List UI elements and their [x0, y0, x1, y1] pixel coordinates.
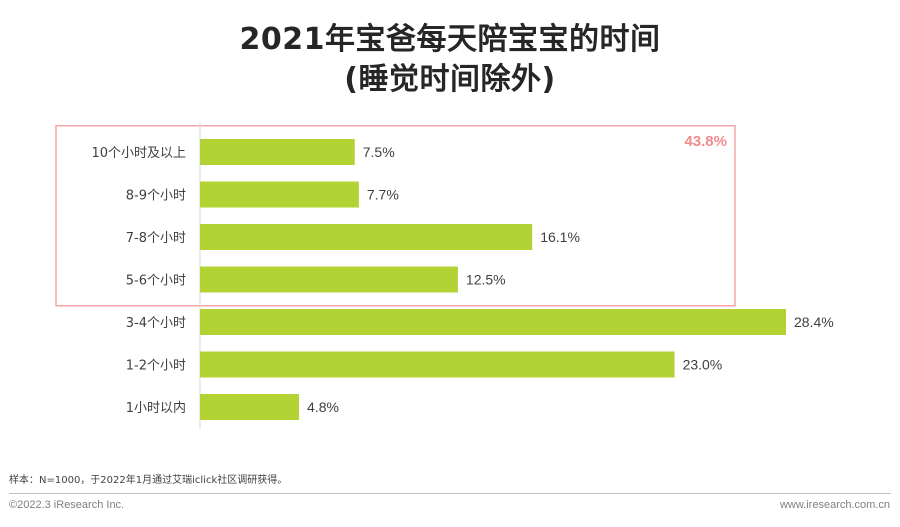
bar-4: [200, 309, 786, 335]
chart-subtitle: (睡觉时间除外): [344, 62, 556, 97]
bar-0: [200, 139, 355, 165]
bar-6: [200, 394, 300, 420]
data-label: 7.7%: [367, 187, 399, 203]
bar-5: [200, 351, 675, 378]
bar-2: [200, 224, 533, 250]
bar-1: [200, 181, 359, 208]
sample-note: 样本：N=1000，于2022年1月通过艾瑞iclick社区调研获得。: [9, 475, 288, 486]
category-label: 7-8个小时: [126, 231, 186, 246]
data-label: 4.8%: [307, 399, 339, 415]
highlight-box: [55, 125, 736, 307]
category-label: 3-4个小时: [126, 316, 186, 331]
chart-title: 2021年宝爸每天陪宝宝的时间: [239, 22, 661, 57]
data-label: 12.5%: [466, 272, 506, 288]
highlight-total-label: 43.8%: [684, 133, 727, 150]
category-label: 1小时以内: [126, 400, 186, 416]
footer-divider: [9, 493, 891, 494]
category-label: 5-6个小时: [126, 274, 186, 289]
data-label: 7.5%: [363, 144, 395, 160]
category-label: 10个小时及以上: [91, 146, 186, 161]
category-label: 1-2个小时: [126, 359, 186, 374]
category-label: 8-9个小时: [126, 189, 186, 204]
data-label: 16.1%: [540, 229, 580, 245]
website-link[interactable]: www.iresearch.com.cn: [779, 499, 890, 511]
data-label: 23.0%: [683, 357, 723, 373]
copyright-text: ©2022.3 iResearch Inc.: [9, 499, 125, 511]
bar-chart: 43.8% 10个小时及以上 7.5% 8-9个小时 7.7% 7-8个小时 16.1% 5-…: [55, 122, 834, 429]
data-label: 28.4%: [794, 314, 834, 330]
bar-3: [200, 266, 458, 293]
